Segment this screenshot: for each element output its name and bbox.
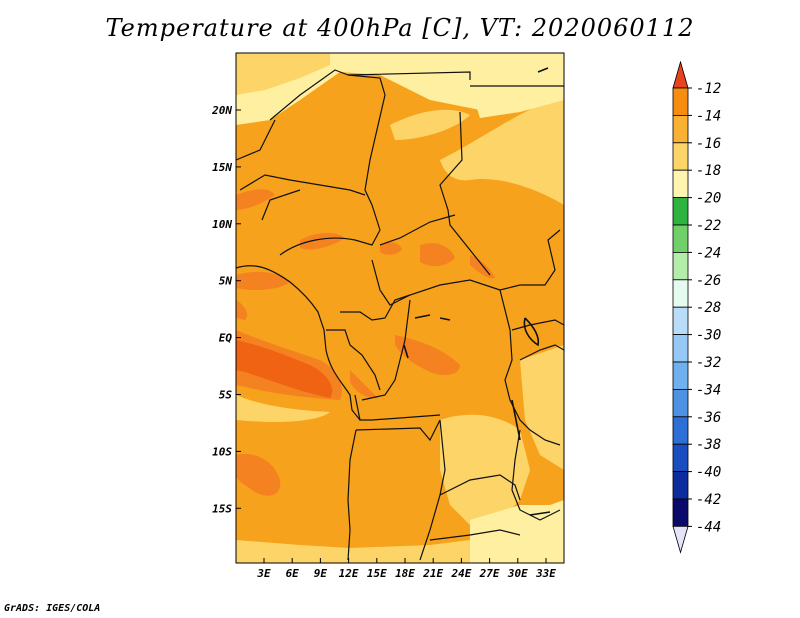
map-panel [235, 52, 565, 564]
lon-tick-label: 15E [367, 567, 387, 580]
colorbar-swatch [672, 334, 689, 363]
colorbar-swatch [672, 197, 689, 226]
contour-region-cool-bands [236, 395, 330, 423]
lat-tick-label: 10N [212, 218, 232, 231]
contour-region-warm [300, 232, 345, 250]
lon-tick-label: 12E [339, 567, 359, 580]
colorbar-label: -12 [696, 81, 721, 97]
colorbar-swatch [672, 416, 689, 445]
colorbar-label: -26 [696, 273, 721, 289]
colorbar-label: -44 [696, 519, 721, 535]
colorbar-swatch [672, 361, 689, 390]
contour-region-warmest [236, 340, 333, 398]
colorbar-label: -42 [696, 492, 721, 508]
colorbar-label: -20 [696, 191, 721, 207]
contour-region-warm [236, 271, 290, 290]
chart-title: Temperature at 400hPa [C], VT: 202006011… [105, 14, 695, 42]
colorbar-label: -14 [696, 108, 721, 124]
contour-region-coolest [470, 500, 564, 563]
lon-tick-label: 30E [507, 567, 528, 580]
lat-tick-label: EQ [219, 332, 233, 345]
contour-region-cool-bands [440, 95, 564, 205]
contour-region-cool-bands [236, 53, 330, 95]
colorbar-label: -24 [696, 245, 721, 261]
contour-region-warm [236, 453, 281, 496]
lon-tick-label: 33E [535, 567, 556, 580]
colorbar-swatch [672, 169, 689, 198]
lon-tick-label: 18E [395, 567, 415, 580]
lon-tick-label: 9E [314, 567, 328, 580]
colorbar-label: -34 [696, 382, 721, 398]
colorbar-swatch [672, 142, 689, 171]
colorbar-top-arrow [672, 60, 689, 89]
contour-region-cool-bands [390, 109, 470, 140]
colorbar-swatch [672, 251, 689, 281]
colorbar-swatch [672, 115, 689, 144]
lat-tick-label: 20N [211, 104, 232, 117]
colorbar-swatch [672, 471, 689, 500]
lat-tick-label: 5N [219, 275, 233, 288]
colorbar-swatch [672, 224, 689, 253]
contour-region-warm [236, 300, 247, 320]
contour-region-cool-bands [440, 414, 530, 525]
colorbar-label: -18 [696, 163, 721, 179]
colorbar-label: -38 [696, 437, 721, 453]
lakes [403, 67, 551, 516]
colorbar-swatch [672, 279, 689, 308]
country-borders [235, 69, 565, 561]
lon-tick-label: 27E [479, 567, 500, 580]
colorbar-label: -40 [696, 465, 721, 481]
lat-tick-label: 15N [212, 161, 232, 174]
contour-region-warm [380, 242, 402, 255]
contour-region-warm [236, 189, 275, 210]
colorbar-label: -36 [696, 410, 721, 426]
colorbar-swatch [672, 87, 689, 116]
colorbar-swatch [672, 388, 689, 418]
colorbar: -12 -14 -16 -18 -20 -22 -24 -26 -28 -30 -32 -34 -36 -… [672, 60, 721, 554]
grads-credit: GrADS: IGES/COLA [4, 603, 101, 614]
contour-region-warm [350, 370, 378, 399]
lat-tick-label: 15S [212, 502, 232, 515]
colorbar-label: -30 [696, 328, 721, 344]
colorbar-bottom-arrow [672, 526, 689, 554]
temperature-contours [236, 53, 564, 563]
lon-tick-label: 24E [450, 567, 471, 580]
colorbar-label: -16 [696, 136, 721, 152]
latitude-axis: 20N 15N 10N 5N EQ 5S 10S 15S [211, 104, 241, 515]
colorbar-swatch [672, 306, 689, 336]
contour-region-warm [420, 243, 455, 267]
colorbar-label: -32 [696, 355, 721, 371]
lon-tick-label: 6E [286, 567, 300, 580]
map-frame [235, 52, 565, 564]
lon-tick-label: 21E [422, 567, 443, 580]
lat-tick-label: 5S [219, 389, 233, 402]
contour-region-cool-bands [236, 540, 470, 563]
colorbar-swatch [672, 498, 689, 527]
contour-region-warm [395, 335, 460, 376]
lon-tick-label: 3E [256, 567, 271, 580]
contour-region-cool-bands [520, 345, 564, 470]
colorbar-label: -22 [696, 218, 721, 234]
lat-tick-label: 10S [212, 445, 232, 458]
longitude-axis: 3E 6E 9E 12E 15E 18E 21E 24E 27E 30E 33E [256, 558, 556, 580]
colorbar-label: -28 [696, 300, 721, 316]
colorbar-swatch [672, 443, 689, 473]
